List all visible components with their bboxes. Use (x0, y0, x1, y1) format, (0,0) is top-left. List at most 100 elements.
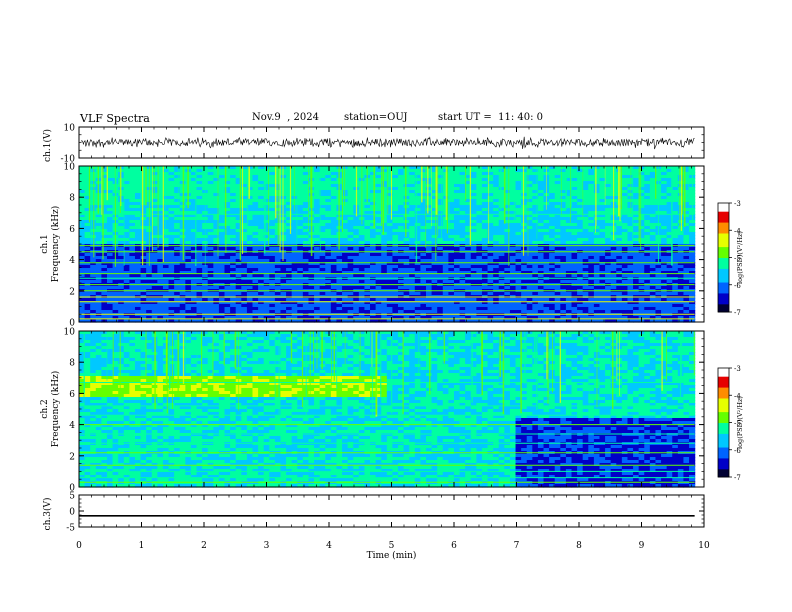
ch1-spectrogram-cell (661, 253, 668, 257)
ch1-spectrogram-cell (118, 205, 125, 209)
ch1-spectrogram-cell (252, 205, 259, 209)
ch1-spectrogram-cell (157, 193, 164, 197)
ch1-spectrogram-cell (342, 247, 349, 251)
ch1-spectrogram-cell (476, 247, 483, 251)
ch1-spectrogram-cell (476, 262, 483, 266)
ch1-spectrogram-cell (605, 238, 612, 242)
ch1-spectrogram-cell (689, 265, 696, 269)
ch1-spectrogram-cell (571, 169, 578, 173)
ch1-spectrogram-cell (196, 202, 203, 206)
ch1-spectrogram-cell (425, 196, 433, 200)
ch1-spectrogram-cell (297, 172, 304, 176)
ch1-spectrogram-cell (403, 172, 410, 176)
ch1-spectrogram-cell (448, 190, 455, 194)
ch1-spectrogram-cell (543, 220, 550, 224)
ch1-spectrogram-cell (661, 268, 668, 272)
ch1-spectrogram-cell (258, 202, 265, 206)
ch1-spectrogram-cell (565, 223, 573, 227)
ch1-spectrogram-cell (168, 220, 175, 224)
ch1-spectrogram-cell (627, 268, 634, 272)
ch1-spectrogram-cell (392, 172, 399, 176)
ch1-spectrogram-cell (571, 238, 578, 242)
ch1-spectrogram-cell (286, 247, 293, 251)
ch1-spectrogram-cell (649, 247, 657, 251)
ch1-spectrogram-cell (269, 247, 276, 251)
ch1-spectrogram-cell (588, 253, 595, 257)
ch1-spectrogram-cell (95, 271, 102, 275)
ch1-spectrogram-cell (207, 184, 214, 188)
ch1-spectrogram-cell (627, 193, 634, 197)
ch1-spectrogram-cell (661, 259, 668, 263)
ch1-spectrogram-cell (90, 259, 97, 263)
ch1-spectrogram-cell (218, 187, 226, 191)
ch1-spectrogram-cell (196, 238, 203, 242)
ch1-spectrogram-cell (185, 256, 192, 260)
ch1-spectrogram-cell (481, 184, 489, 188)
ch1-spectrogram-cell (588, 238, 595, 242)
ch1-spectrogram-cell (549, 181, 556, 185)
ch1-spectrogram-cell (448, 211, 455, 215)
ch1-spectrogram-cell (470, 190, 477, 194)
ch1-spectrogram-cell (79, 178, 86, 182)
ch1-spectrogram-cell (347, 220, 354, 224)
ch1-spectrogram-cell (459, 178, 466, 182)
ch1-spectrogram-cell (554, 262, 561, 266)
ch1-spectrogram-cell (347, 223, 354, 227)
ch1-spectrogram-cell (392, 217, 399, 221)
ch1-spectrogram-cell (515, 220, 522, 224)
ch1-spectrogram-cell (134, 214, 142, 218)
ch1-spectrogram-cell (465, 238, 472, 242)
ch1-spectrogram-cell (280, 166, 287, 170)
ch1-spectrogram-cell (560, 166, 567, 170)
ch1-spectrogram-cell (252, 268, 259, 272)
ch1-spectrogram-cell (521, 247, 528, 251)
ch1-spectrogram-cell (498, 259, 505, 263)
ch1-spectrogram-cell (196, 196, 203, 200)
ch1-spectrogram-cell (537, 217, 545, 221)
ch1-spectrogram-cell (252, 229, 259, 233)
ch1-spectrogram-cell (134, 220, 142, 224)
ch1-spectrogram-cell (593, 247, 601, 251)
ch1-spectrogram-cell (157, 199, 164, 203)
ch1-spectrogram-cell (577, 208, 584, 212)
ch1-spectrogram-cell (437, 208, 444, 212)
ch1-spectrogram-cell (123, 271, 130, 275)
ch1-spectrogram-cell (280, 220, 287, 224)
ch1-spectrogram-cell (409, 199, 416, 203)
ch1-spectrogram-cell (269, 205, 276, 209)
ch1-spectrogram-cell (381, 262, 388, 266)
ch1-spectrogram-cell (246, 235, 254, 239)
ch1-spectrogram-cell (101, 232, 108, 236)
ch1-spectrogram-cell (509, 223, 517, 227)
ch1-spectrogram-cell (487, 172, 494, 176)
ch1-spectrogram-cell (258, 241, 265, 245)
ch1-spectrogram-cell (392, 190, 399, 194)
ch1-spectrogram-cell (403, 181, 410, 185)
ch1-spectrogram-cell (509, 208, 517, 212)
ch1-spectrogram-cell (190, 211, 198, 215)
ch1-spectrogram-cell (235, 268, 242, 272)
ch1-spectrogram-cell (453, 229, 461, 233)
ch1-spectrogram-cell (347, 196, 354, 200)
ch1-spectrogram-cell (353, 223, 360, 227)
ch1-spectrogram-cell (582, 253, 589, 257)
ch1-spectrogram-cell (470, 169, 477, 173)
ch1-spectrogram-cell (543, 226, 550, 230)
ch1-spectrogram-cell (554, 175, 561, 179)
ch1-spectrogram-cell (174, 211, 181, 215)
ch1-spectrogram-cell (398, 178, 405, 182)
ch1-spectrogram-cell (207, 220, 214, 224)
ch1-spectrogram-cell (633, 229, 640, 233)
ch1-spectrogram-cell (118, 241, 125, 245)
ch1-spectrogram-cell (420, 223, 427, 227)
ch1-spectrogram-cell (571, 214, 578, 218)
ch1-spectrogram-cell (627, 217, 634, 221)
ch1-spectrogram-cell (560, 238, 567, 242)
ch1-spectrogram-cell (537, 253, 545, 257)
ch1-spectrogram-cell (420, 211, 427, 215)
ch1-spectrogram-cell (403, 241, 410, 245)
ch1-spectrogram-cell (459, 205, 466, 209)
ch1-spectrogram-cell (420, 241, 427, 245)
ch1-spectrogram-cell (353, 259, 360, 263)
ch1-spectrogram-cell (224, 232, 231, 236)
